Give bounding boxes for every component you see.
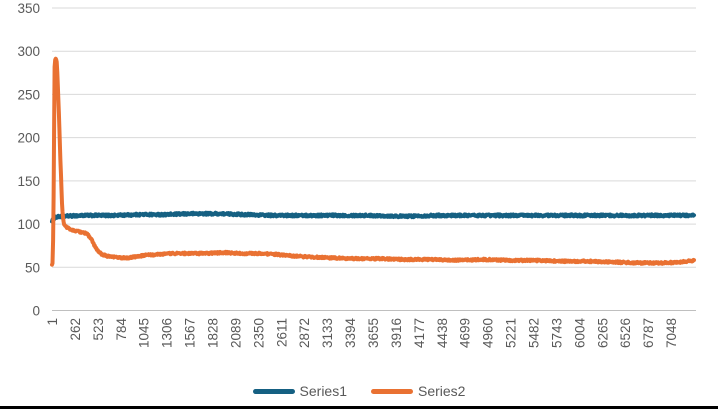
x-tick-label: 523 (91, 318, 106, 341)
x-tick-label: 2350 (251, 318, 266, 348)
x-tick-label: 2872 (297, 318, 312, 348)
x-tick-label: 5221 (504, 318, 519, 348)
x-tick-label: 5482 (527, 318, 542, 348)
x-tick-label: 6526 (618, 318, 633, 348)
y-tick-label: 0 (32, 304, 40, 319)
x-tick-label: 2611 (274, 318, 289, 347)
x-tick-label: 4960 (481, 318, 496, 348)
series1-line[interactable] (50, 210, 696, 224)
x-tick-label: 3133 (320, 318, 335, 348)
x-tick-label: 1045 (137, 318, 152, 348)
legend-item-series1[interactable]: Series1 (252, 383, 347, 399)
window-bottom-border (0, 406, 718, 409)
series1-line-marker (252, 388, 295, 394)
x-tick-label: 262 (68, 318, 83, 341)
series2-line[interactable] (50, 56, 696, 267)
x-tick-label: 784 (114, 318, 129, 341)
y-tick-label: 300 (17, 44, 40, 59)
x-tick-label: 1567 (183, 318, 198, 348)
y-tick-label: 250 (17, 87, 40, 102)
y-tick-label: 150 (17, 174, 40, 189)
legend-item-series2[interactable]: Series2 (371, 383, 465, 399)
y-tick-label: 200 (17, 131, 40, 146)
series2-line-marker (371, 388, 413, 394)
x-tick-label: 4699 (458, 318, 473, 348)
x-tick-label: 4177 (412, 318, 427, 348)
x-tick-label: 5743 (549, 318, 564, 348)
x-tick-label: 3916 (389, 318, 404, 348)
chart-legend: Series1 Series2 (0, 380, 718, 402)
x-tick-label: 7048 (664, 318, 679, 348)
x-tick-label: 6787 (641, 318, 656, 348)
y-tick-label: 350 (17, 1, 40, 16)
x-tick-label: 3655 (366, 318, 381, 348)
y-tick-label: 100 (17, 217, 40, 232)
legend-label-series1: Series1 (299, 383, 347, 399)
line-chart-plot: 0 50 100 150 200 250 300 350 1 262 523 784 1045 1306 1… (17, 1, 696, 349)
x-tick-label: 1828 (206, 318, 221, 348)
x-tick-label: 3394 (343, 318, 358, 349)
x-tick-label: 2089 (228, 318, 243, 348)
x-tick-label: 6004 (572, 318, 587, 349)
legend-label-series2: Series2 (418, 383, 466, 399)
x-tick-label: 6265 (595, 318, 610, 348)
y-tick-label: 50 (25, 260, 40, 275)
x-tick-label: 1306 (160, 318, 175, 348)
x-tick-label: 4438 (435, 318, 450, 348)
x-tick-label: 1 (45, 318, 60, 326)
